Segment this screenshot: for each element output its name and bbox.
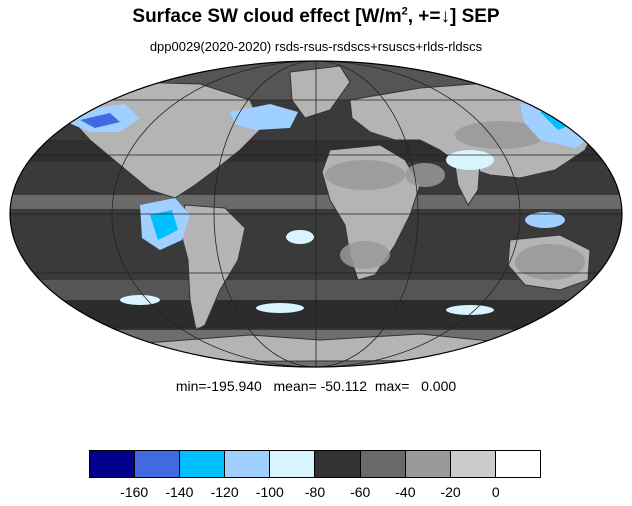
title-superscript: 2 — [401, 5, 408, 18]
colorbar-tick-label: -100 — [255, 484, 284, 500]
graticule — [10, 61, 622, 367]
colorbar-tick-label: -160 — [120, 484, 149, 500]
meridian-120 — [111, 61, 521, 367]
colorbar-box-7 — [405, 451, 451, 477]
colorbar-tick-label: 0 — [491, 484, 500, 500]
colorbar-tick-label: -60 — [350, 484, 371, 500]
blue-south-atlantic — [256, 303, 304, 313]
blue-east-pacific-core — [150, 210, 178, 240]
colorbar-box-9 — [495, 451, 540, 477]
world-map — [9, 60, 623, 368]
colorbar-tick-label: -120 — [210, 484, 239, 500]
blue-gulf-of-guinea — [286, 230, 314, 244]
colorbar-tick-label: -20 — [440, 484, 461, 500]
blue-north-atlantic — [230, 104, 298, 130]
statistics-line: min=-195.940 mean= -50.112 max= 0.000 — [175, 378, 457, 394]
map-subtitle: dpp0029(2020-2020) rsds-rsus-rsdscs+rsus… — [149, 39, 483, 54]
colorbar-box-3 — [225, 451, 271, 477]
colorbar-box-5 — [315, 451, 361, 477]
region-southern-africa — [340, 241, 390, 269]
map-field — [10, 61, 622, 367]
colorbar-box-4 — [270, 451, 316, 477]
cloud-effect-light — [325, 121, 585, 280]
colorbar — [89, 450, 541, 478]
colorbar-box-2 — [180, 451, 226, 477]
colorbar-box-0 — [90, 451, 136, 477]
region-arabia — [405, 163, 445, 187]
blue-east-asia — [446, 150, 494, 170]
region-australia — [515, 244, 585, 280]
map-title: Surface SW cloud effect [W/m2, +=↓] SEP — [0, 6, 632, 28]
meridian-60 — [213, 61, 419, 367]
blue-south-pacific — [120, 295, 160, 305]
region-tibet — [455, 121, 545, 149]
globe-outline — [9, 60, 623, 368]
blue-south-indian — [446, 305, 494, 315]
region-sahara — [325, 160, 405, 190]
colorbar-tick-label: -140 — [165, 484, 194, 500]
title-main: Surface SW cloud effect [W/m — [132, 6, 402, 27]
colorbar-box-6 — [360, 451, 406, 477]
title-rest: , +=↓] SEP — [407, 6, 500, 27]
land-south-america — [179, 204, 246, 331]
colorbar-tick-label: -80 — [304, 484, 326, 500]
colorbar-box-1 — [135, 451, 181, 477]
colorbar-box-8 — [450, 451, 496, 477]
blue-maritime-continent — [525, 212, 565, 228]
blue-north-pacific-core — [80, 113, 120, 128]
colorbar-tick-label: -40 — [395, 484, 416, 500]
